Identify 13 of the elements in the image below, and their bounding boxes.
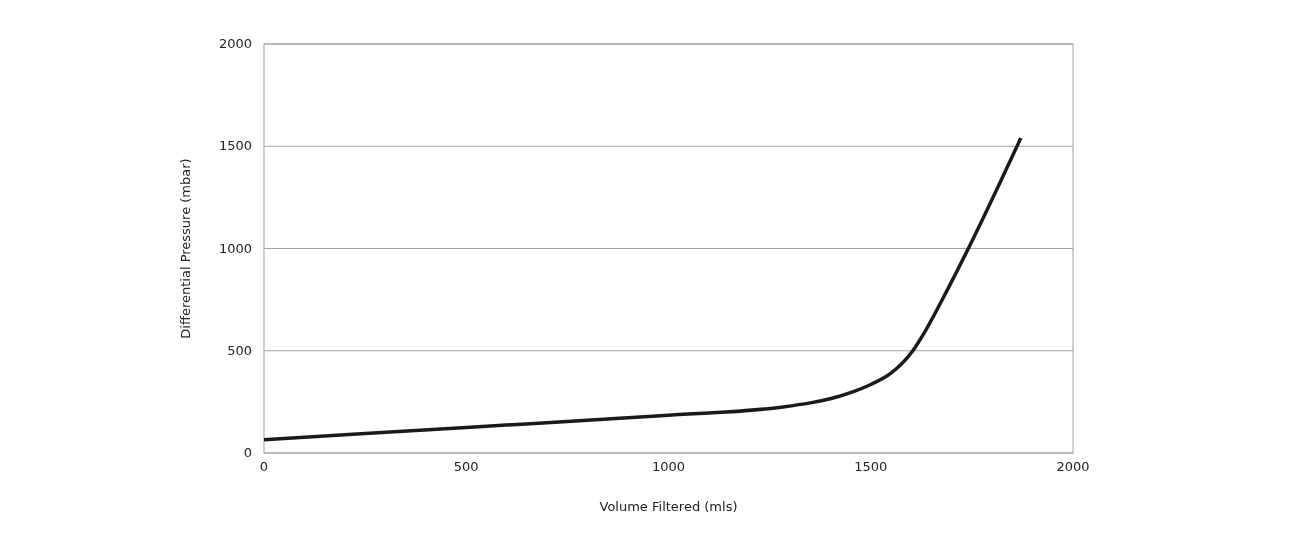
x-tick-label: 500 [453, 459, 479, 474]
x-tick-label: 1000 [651, 459, 686, 474]
y-tick-label: 2000 [218, 36, 252, 51]
y-tick-label: 0 [243, 445, 252, 460]
x-tick-label: 1500 [854, 459, 888, 474]
y-tick-label: 1500 [218, 138, 252, 154]
line-series [262, 136, 1023, 442]
x-axis-title: Volume Filtered (mls) [599, 499, 738, 514]
y-axis-title: Differential Pressure (mbar) [178, 158, 193, 339]
x-tick-label: 0 [259, 459, 269, 474]
x-tick-label: 2000 [1056, 459, 1090, 474]
y-tick-label: 1000 [218, 240, 252, 256]
y-tick-label: 500 [227, 342, 252, 358]
